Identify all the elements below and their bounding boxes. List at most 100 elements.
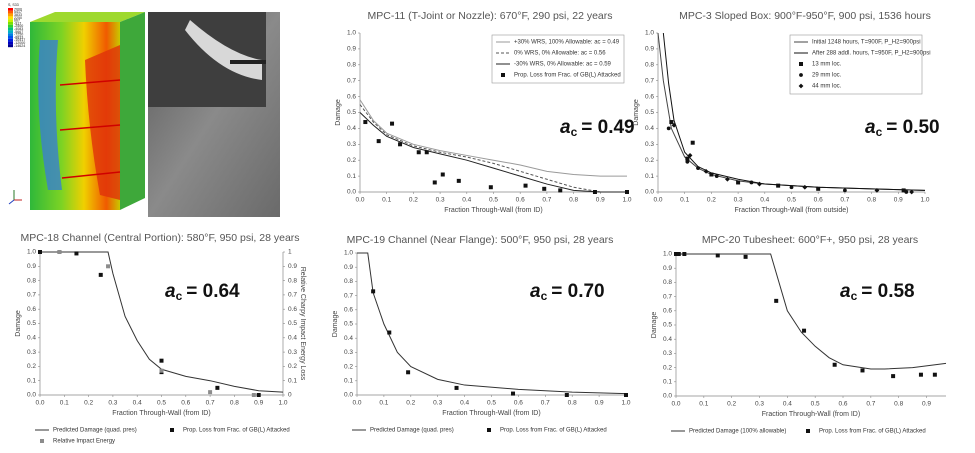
x-tick-label: 0.9 [254, 400, 263, 407]
chart: MPC-3 Sloped Box: 900°F-950°F, 900 psi, … [633, 10, 940, 214]
y-tick-label: 0.1 [347, 173, 356, 180]
contour-level: 7000 [14, 7, 22, 11]
x-tick-label: 0.9 [894, 197, 903, 204]
chart-title: MPC-18 Channel (Central Portion): 580°F,… [20, 232, 299, 244]
y-tick-label: 0.8 [645, 62, 654, 69]
data-point [671, 122, 677, 128]
data-point [757, 181, 762, 187]
y-tick-label: 0.8 [344, 278, 353, 285]
y-tick-label: 0.9 [663, 265, 672, 272]
x-tick-label: 0.4 [460, 400, 469, 407]
y-tick-label: 0.3 [645, 141, 654, 148]
y-tick-label: 0.0 [344, 392, 353, 399]
contour-level: -917 [14, 21, 21, 25]
x-tick-label: 0.6 [181, 400, 190, 407]
contour-level: -7250 [14, 33, 23, 37]
data-point [802, 184, 808, 190]
legend-label: 29 mm loc. [812, 73, 842, 79]
x-tick-label: 0.7 [542, 197, 551, 204]
legend-swatch [798, 83, 804, 89]
contour-level: -10417 [14, 38, 25, 42]
y-tick-label: 0.3 [663, 350, 672, 357]
contour-swatch [8, 22, 13, 25]
x-tick-label: 0.2 [707, 197, 716, 204]
y-tick-label: 0.5 [663, 322, 672, 329]
data-point [674, 252, 678, 256]
y-axis-label: Damage [651, 312, 658, 339]
data-point [874, 188, 880, 193]
legend-label: 13 mm loc. [812, 62, 842, 68]
annotation: ac = 0.64 [165, 281, 240, 303]
chart-title: MPC-19 Channel (Near Flange): 500°F, 950… [347, 234, 614, 246]
y-tick-label: 0.1 [663, 379, 672, 386]
chart: MPC-11 (T-Joint or Nozzle): 670°F, 290 p… [335, 10, 635, 214]
data-point [690, 140, 695, 145]
model-top [30, 12, 145, 22]
x-tick-label: 0.8 [894, 401, 903, 408]
x-tick-label: 0.6 [838, 401, 847, 408]
model-sections [59, 79, 121, 179]
x-tick-label: 0.8 [867, 197, 876, 204]
data-point [624, 393, 628, 397]
data-point [703, 168, 709, 174]
y-tick-label: 0.9 [645, 46, 654, 53]
data-point [860, 368, 865, 373]
contour-swatch [8, 30, 13, 34]
y-tick-label: 1.0 [344, 250, 353, 257]
x-tick-label: 0.5 [787, 197, 796, 204]
data-line [676, 253, 947, 370]
x-tick-label: 0.5 [157, 400, 166, 407]
y2-tick-label: 0 [288, 392, 292, 399]
data-point [715, 253, 720, 258]
legend-swatch [799, 73, 803, 77]
data-point [159, 368, 164, 373]
legend-label: Prop. Loss from Frac. of GB(L) Attacked [514, 73, 621, 79]
y-tick-label: 0.6 [344, 307, 353, 314]
annotation-subscript: c [876, 125, 883, 139]
x-tick-label: 0.7 [541, 400, 550, 407]
y2-tick-label: 0.8 [288, 277, 297, 284]
x-axis-label: Fraction Through-Wall (from ID) [444, 207, 542, 214]
legend-box [491, 34, 625, 84]
x-tick-label: 0.3 [734, 197, 743, 204]
data-point [371, 289, 376, 294]
data-point [74, 251, 79, 256]
x-tick-label: 0.8 [568, 400, 577, 407]
y2-tick-label: 1 [288, 249, 292, 256]
annotation-text: = 0.70 [551, 281, 604, 302]
y-tick-label: 0.5 [347, 109, 356, 116]
contour-swatch [8, 38, 13, 42]
annotation-symbol: a [865, 117, 876, 138]
y-tick-label: 0.2 [27, 363, 36, 370]
x-tick-label: 0.7 [866, 401, 875, 408]
legend-label: Relative Impact Energy [53, 439, 115, 445]
data-line [359, 112, 627, 193]
contour-level: 3833 [14, 13, 22, 17]
annotation-text: = 0.58 [861, 281, 914, 302]
y-tick-label: 0.5 [645, 109, 654, 116]
legend-label: After 288 addl. hours, T=950F, P_H2=900p… [812, 51, 931, 57]
annotation-subscript: c [541, 289, 548, 303]
data-point [749, 180, 754, 185]
y-tick-label: 0.9 [347, 46, 356, 53]
contour-swatch [8, 33, 13, 36]
data-point [208, 390, 213, 395]
data-point [666, 126, 671, 131]
x-tick-label: 0.9 [596, 197, 605, 204]
y2-tick-label: 0.1 [288, 377, 297, 384]
x-tick-label: 0.3 [433, 400, 442, 407]
y2-tick-label: 0.6 [288, 306, 297, 313]
data-point [709, 172, 714, 177]
x-axis-label: Fraction Through-Wall (from ID) [442, 410, 540, 417]
data-point [251, 393, 256, 397]
y-tick-label: 0.6 [645, 93, 654, 100]
legend-box [789, 34, 923, 95]
y-tick-label: 0.4 [645, 125, 654, 132]
y-axis-label: Damage [332, 311, 339, 338]
data-point [456, 178, 461, 183]
data-point [904, 190, 909, 194]
y-tick-label: 0.8 [663, 279, 672, 286]
model-red-zone [85, 45, 120, 200]
data-point [390, 121, 395, 126]
